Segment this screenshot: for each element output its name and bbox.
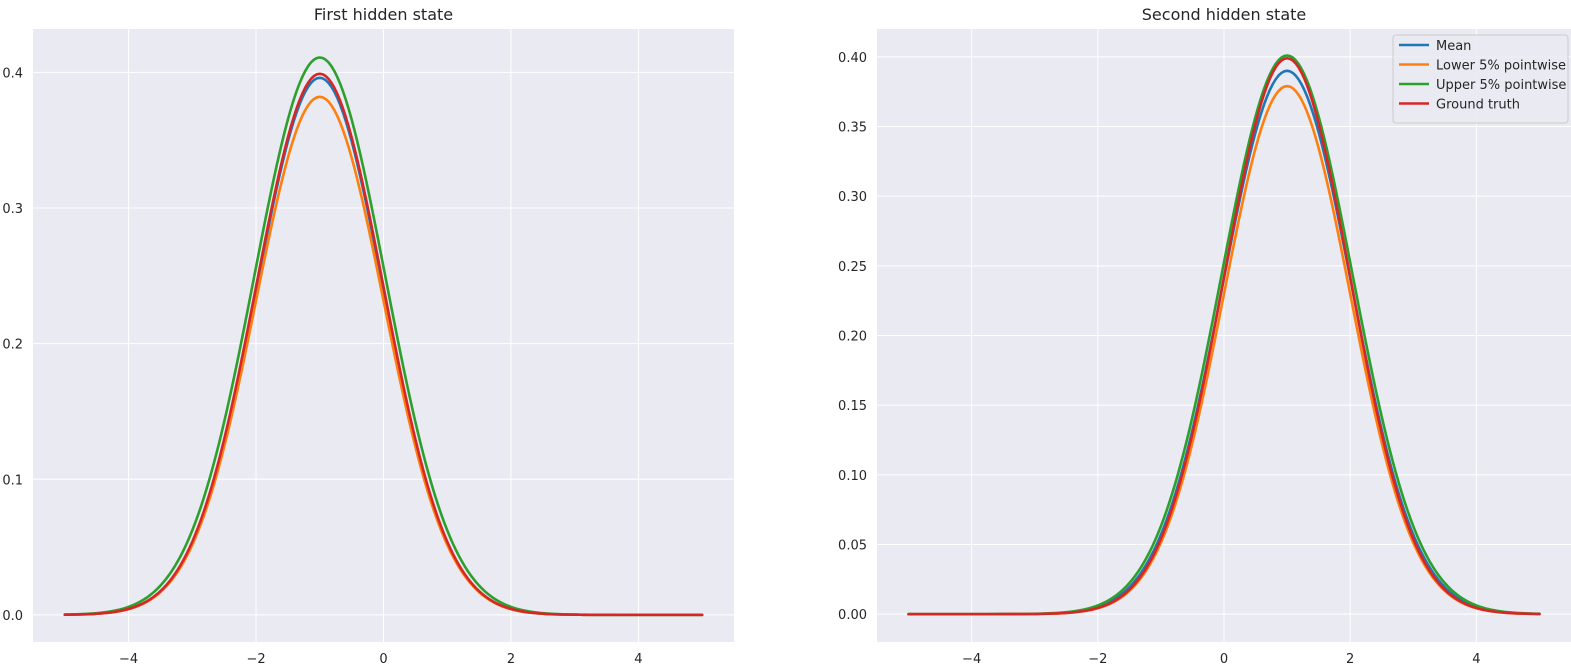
legend-box: [1392, 34, 1569, 124]
legend-label-lower-5-pointwise: Lower 5% pointwise: [1436, 59, 1566, 74]
legend-label-upper-5-pointwise: Upper 5% pointwise: [1436, 78, 1566, 93]
legend-label-ground-truth: Ground truth: [1436, 98, 1520, 113]
y-tick-label: 0.15: [838, 399, 867, 414]
series-line-ground-truth: [907, 56, 1541, 616]
y-tick-label: 0.40: [838, 51, 867, 66]
x-tick-label: −2: [1088, 652, 1107, 667]
chart-first-hidden-state: −4 −2 0 2 4 0.0 0.1 0.2 0.3 0.4 First hidden state: [2, 5, 734, 667]
chart-second-hidden-state: −4 −2 0 2 4 0.00 0.05 0.10 0.15 0.20 0.25 0.30 0.35 0…: [838, 5, 1571, 667]
x-tick-label: 2: [507, 652, 515, 667]
x-tick-label: 4: [1472, 652, 1480, 667]
y-tick-label: 0.35: [838, 121, 867, 136]
x-tick-label: −4: [119, 652, 138, 667]
chart-title: First hidden state: [314, 5, 453, 24]
y-tick-label: 0.0: [2, 609, 23, 624]
legend-label-mean: Mean: [1436, 39, 1471, 54]
series-line-ground-truth: [63, 72, 704, 617]
y-tick-label: 0.05: [838, 538, 867, 553]
legend: Mean Lower 5% pointwise Upper 5% pointwise…: [1392, 34, 1569, 124]
x-tick-label: 0: [379, 652, 387, 667]
y-tick-label: 0.20: [838, 330, 867, 345]
x-tick-label: 0: [1220, 652, 1228, 667]
y-tick-label: 0.4: [2, 66, 23, 81]
chart-title: Second hidden state: [1142, 5, 1306, 24]
y-tick-label: 0.10: [838, 469, 867, 484]
y-tick-label: 0.3: [2, 202, 23, 217]
x-tick-label: 2: [1346, 652, 1354, 667]
y-tick-label: 0.30: [838, 190, 867, 205]
y-tick-label: 0.25: [838, 260, 867, 275]
x-tick-label: −2: [246, 652, 265, 667]
x-tick-label: −4: [962, 652, 981, 667]
x-tick-label: 4: [634, 652, 642, 667]
y-tick-label: 0.2: [2, 338, 23, 353]
y-tick-label: 0.00: [838, 608, 867, 623]
y-tick-label: 0.1: [2, 473, 23, 488]
